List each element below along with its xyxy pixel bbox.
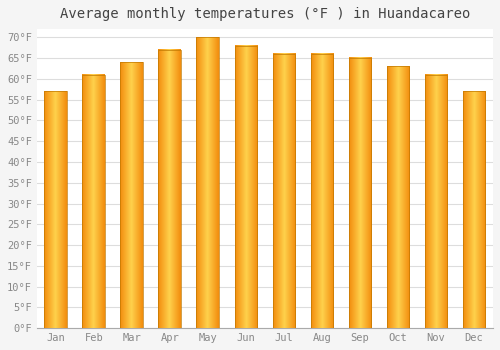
Bar <box>462 91 485 328</box>
Bar <box>272 54 295 328</box>
Bar <box>234 46 258 328</box>
Bar <box>424 75 448 328</box>
Bar <box>386 66 409 328</box>
Title: Average monthly temperatures (°F ) in Huandacareo: Average monthly temperatures (°F ) in Hu… <box>60 7 470 21</box>
Bar <box>120 62 144 328</box>
Bar <box>158 50 182 328</box>
Bar <box>348 58 372 328</box>
Bar <box>82 75 105 328</box>
Bar <box>196 37 220 328</box>
Bar <box>310 54 334 328</box>
Bar <box>44 91 67 328</box>
